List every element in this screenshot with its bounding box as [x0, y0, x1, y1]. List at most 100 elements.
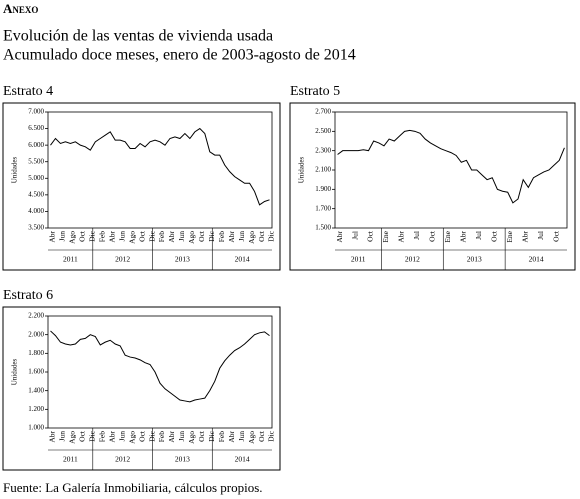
x-tick-label: Jun [58, 431, 67, 442]
x-tick-label: Abr [167, 431, 176, 443]
x-tick-label: Jun [58, 231, 67, 242]
x-tick-label: Dic [88, 430, 97, 442]
data-line [50, 330, 270, 403]
y-tick-label: 5.000 [28, 174, 44, 182]
panel-frame [2, 306, 281, 471]
panel-frame [289, 102, 576, 271]
x-tick-label: Dic [88, 230, 97, 242]
x-tick-label: Abr [459, 231, 468, 243]
x-tick-label: Ago [247, 431, 256, 444]
panel-frame [2, 102, 281, 271]
x-tick-label: Ene [381, 230, 390, 242]
y-tick-label: 1.600 [28, 368, 44, 376]
y-tick-label: 1.200 [28, 405, 44, 413]
x-tick-label: Ene [505, 230, 514, 242]
x-group-label: 2013 [467, 255, 482, 264]
x-tick-label: Ago [68, 431, 77, 444]
x-tick-label: Oct [428, 230, 437, 242]
y-tick-label: 4.500 [28, 190, 44, 198]
y-axis-label: Unidades [11, 157, 19, 184]
plot-frame [334, 111, 568, 229]
x-tick-label: Ago [127, 431, 136, 444]
x-group-label: 2011 [63, 455, 78, 464]
x-tick-label: Abr [167, 231, 176, 243]
x-tick-label: Ago [187, 231, 196, 244]
data-line [50, 127, 270, 206]
x-group-label: 2014 [235, 455, 250, 464]
y-tick-label: 1.400 [28, 386, 44, 394]
chart-title: Estrato 4 [3, 84, 53, 99]
x-tick-label: Feb [97, 431, 106, 443]
y-tick-label: 4.000 [28, 207, 44, 215]
chart-title: Estrato 5 [290, 84, 340, 99]
x-tick-label: Ene [443, 230, 452, 242]
x-tick-label: Dic [267, 230, 276, 242]
plot-frame [47, 111, 273, 229]
x-tick-label: Dic [207, 230, 216, 242]
x-tick-label: Abr [48, 431, 57, 443]
x-tick-label: Jul [412, 231, 421, 240]
y-tick-label: 7.000 [28, 108, 44, 116]
x-group-label: 2014 [529, 255, 544, 264]
x-tick-label: Abr [227, 431, 236, 443]
x-tick-label: Feb [157, 231, 166, 243]
x-tick-label: Oct [257, 230, 266, 242]
x-tick-label: Abr [335, 231, 344, 243]
x-tick-label: Feb [217, 231, 226, 243]
y-tick-label: 2.700 [315, 108, 331, 116]
y-tick-label: 2.200 [28, 312, 44, 320]
x-tick-label: Abr [107, 431, 116, 443]
y-tick-label: 2.500 [315, 127, 331, 135]
y-tick-label: 1.800 [28, 349, 44, 357]
chart-title: Estrato 6 [3, 288, 53, 303]
data-line [337, 129, 565, 204]
y-tick-label: 1.700 [315, 204, 331, 212]
x-tick-label: Jul [350, 231, 359, 240]
x-tick-label: Abr [48, 231, 57, 243]
x-tick-label: Jun [177, 431, 186, 442]
doc-title: Evolución de las ventas de vivienda usad… [3, 28, 273, 45]
y-tick-label: 2.300 [315, 146, 331, 154]
x-tick-label: Jun [177, 231, 186, 242]
y-axis-label: Unidades [298, 157, 306, 184]
x-tick-label: Jun [237, 231, 246, 242]
x-tick-label: Jun [117, 231, 126, 242]
x-tick-label: Jul [474, 231, 483, 240]
y-tick-label: 1.500 [315, 224, 331, 232]
x-tick-label: Abr [227, 231, 236, 243]
x-tick-label: Oct [78, 430, 87, 442]
x-tick-label: Dic [147, 430, 156, 442]
x-tick-label: Oct [137, 230, 146, 242]
plot-frame [47, 315, 273, 429]
x-tick-label: Abr [520, 231, 529, 243]
x-tick-label: Dic [207, 430, 216, 442]
y-tick-label: 6.000 [28, 141, 44, 149]
x-tick-label: Jul [536, 231, 545, 240]
x-tick-label: Abr [397, 231, 406, 243]
x-tick-label: Ago [127, 231, 136, 244]
x-tick-label: Dic [147, 230, 156, 242]
x-tick-label: Oct [137, 430, 146, 442]
x-tick-label: Jun [117, 431, 126, 442]
x-tick-label: Feb [217, 431, 226, 443]
x-tick-label: Oct [257, 430, 266, 442]
x-group-label: 2011 [351, 255, 366, 264]
x-tick-label: Oct [551, 230, 560, 242]
x-tick-label: Feb [157, 431, 166, 443]
x-group-label: 2013 [175, 255, 190, 264]
x-tick-label: Oct [197, 230, 206, 242]
doc-subtitle: Acumulado doce meses, enero de 2003-agos… [3, 47, 356, 64]
x-group-label: 2011 [63, 255, 78, 264]
y-axis-label: Unidades [11, 359, 19, 386]
x-tick-label: Ago [247, 231, 256, 244]
y-tick-label: 1.000 [28, 424, 44, 432]
x-tick-label: Oct [197, 430, 206, 442]
y-tick-label: 2.000 [28, 330, 44, 338]
y-tick-label: 5.500 [28, 157, 44, 165]
y-tick-label: 3.500 [28, 224, 44, 232]
x-tick-label: Oct [489, 230, 498, 242]
x-group-label: 2012 [115, 255, 130, 264]
x-tick-label: Ago [187, 431, 196, 444]
x-tick-label: Oct [78, 230, 87, 242]
